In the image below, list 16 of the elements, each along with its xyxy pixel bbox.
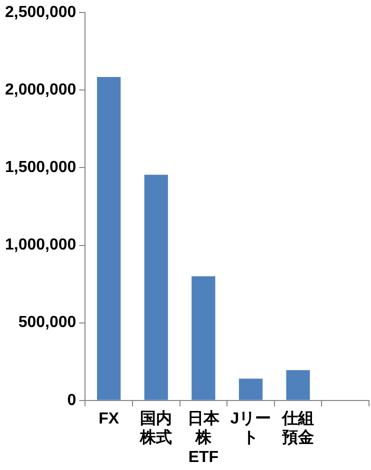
y-tick-label: 0: [67, 392, 76, 409]
bar: [238, 378, 263, 400]
bar: [144, 174, 168, 400]
y-tick-label: 1,500,000: [4, 159, 76, 176]
x-tick-label: 日本株ETF: [187, 409, 220, 466]
y-tick-label: 500,000: [18, 314, 76, 332]
x-tick-label: 仕組預金: [281, 409, 314, 447]
bar: [192, 276, 216, 400]
x-tick-label: Jリート: [230, 410, 272, 447]
x-tick-label: FX: [98, 410, 120, 428]
y-tick-label: 2,000,000: [4, 82, 76, 99]
x-tick-label: 国内株式: [139, 409, 172, 447]
y-tick-label: 2,500,000: [4, 4, 76, 22]
y-tick-label: 1,000,000: [4, 236, 76, 254]
bar: [97, 76, 121, 400]
bar: [286, 370, 310, 400]
